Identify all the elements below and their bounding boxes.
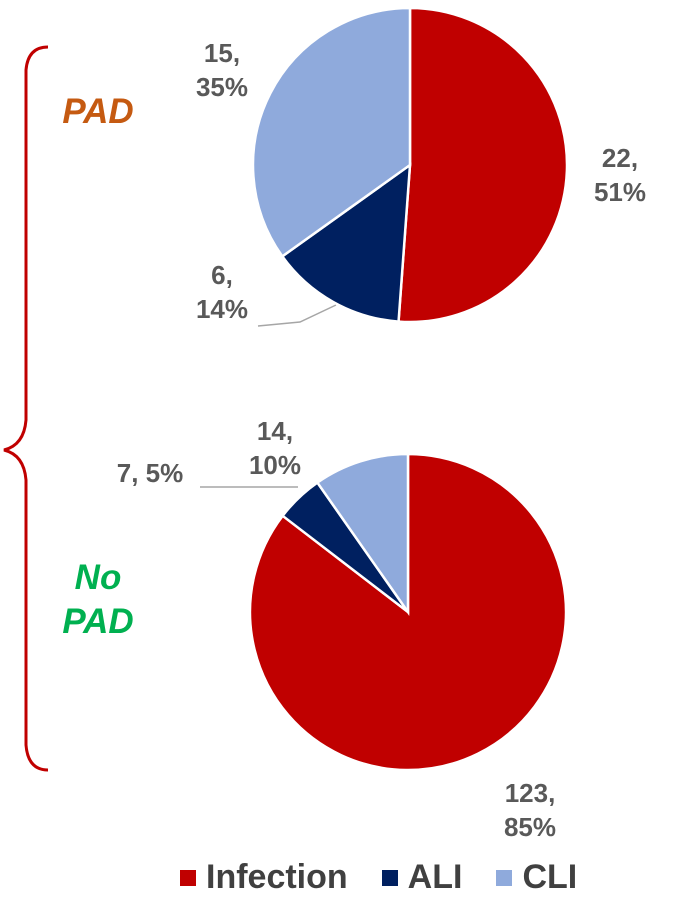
group-title: No PAD bbox=[62, 558, 134, 641]
data-label: 15, 35% bbox=[195, 38, 249, 102]
pie-slice bbox=[315, 452, 410, 616]
data-label: 22, 51% bbox=[593, 143, 647, 207]
pie-slice bbox=[280, 162, 412, 323]
data-label: 14, 10% bbox=[248, 416, 302, 480]
data-label: 7, 5% bbox=[116, 458, 184, 488]
legend: Infection ALI CLI bbox=[180, 858, 611, 897]
pie-slice bbox=[248, 452, 568, 772]
legend-label: ALI bbox=[407, 858, 463, 896]
legend-label: Infection bbox=[206, 858, 348, 896]
legend-label: CLI bbox=[522, 858, 578, 896]
pie-slice bbox=[251, 6, 412, 259]
group-title: PAD bbox=[62, 92, 134, 131]
data-label: 123, 85% bbox=[503, 778, 557, 842]
legend-swatch bbox=[496, 869, 513, 886]
legend-item: Infection bbox=[180, 858, 348, 897]
legend-swatch bbox=[180, 869, 196, 886]
legend-item: ALI bbox=[381, 858, 463, 897]
leader-line bbox=[257, 304, 337, 327]
legend-item: CLI bbox=[496, 858, 577, 897]
data-label: 6, 14% bbox=[195, 260, 249, 324]
pie-slice bbox=[397, 6, 569, 324]
legend-swatch bbox=[381, 869, 398, 886]
bracket bbox=[3, 45, 49, 772]
